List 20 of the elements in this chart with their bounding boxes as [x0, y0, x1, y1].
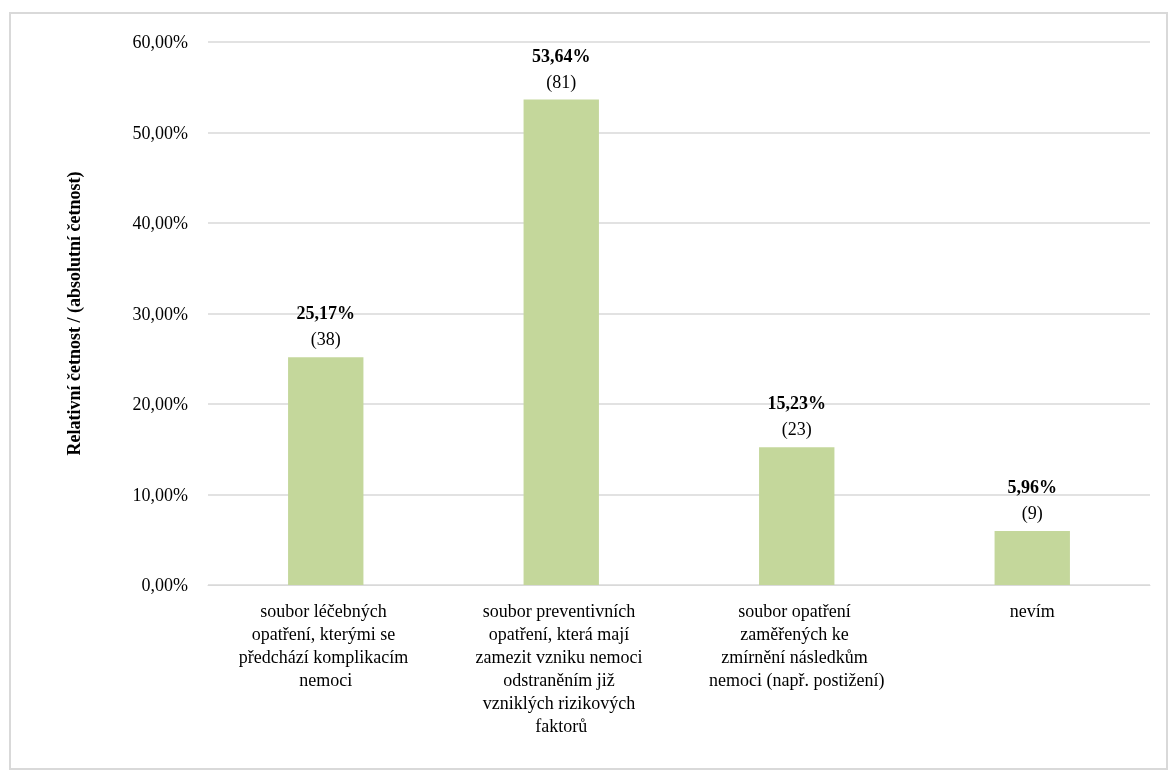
x-tick-label: nevím [1009, 600, 1055, 621]
y-tick-label: 10,00% [132, 484, 188, 505]
y-tick-label: 40,00% [132, 213, 188, 233]
y-tick-label: 30,00% [132, 303, 188, 324]
data-label: 53,64% (81) [532, 45, 591, 93]
data-label: 25,17% (38) [296, 303, 355, 351]
bar [523, 99, 599, 585]
x-tick-label: soubor léčebných opatření, kterými se předchází komplikacím nemoci [238, 600, 413, 690]
y-axis-title: Relativní četnost / (absolutní četnost) [64, 171, 85, 456]
bar [288, 357, 364, 585]
bar [759, 447, 835, 585]
y-tick-label: 20,00% [132, 394, 188, 414]
data-label: 15,23% (23) [767, 393, 826, 441]
bar [994, 531, 1070, 585]
y-tick-label: 50,00% [132, 122, 188, 143]
x-tick-label: soubor opatření zaměřených ke zmírnění následkům nemoci (např. postižení) [709, 600, 885, 691]
y-tick-label: 0,00% [141, 575, 188, 595]
y-tick-label: 60,00% [132, 32, 188, 52]
x-tick-label: soubor preventivních opatření, která mají zamezit vzniku nemoci odstraněním již vzniklých rizikových faktorů [475, 600, 647, 736]
data-label: 5,96% (9) [1007, 477, 1057, 525]
